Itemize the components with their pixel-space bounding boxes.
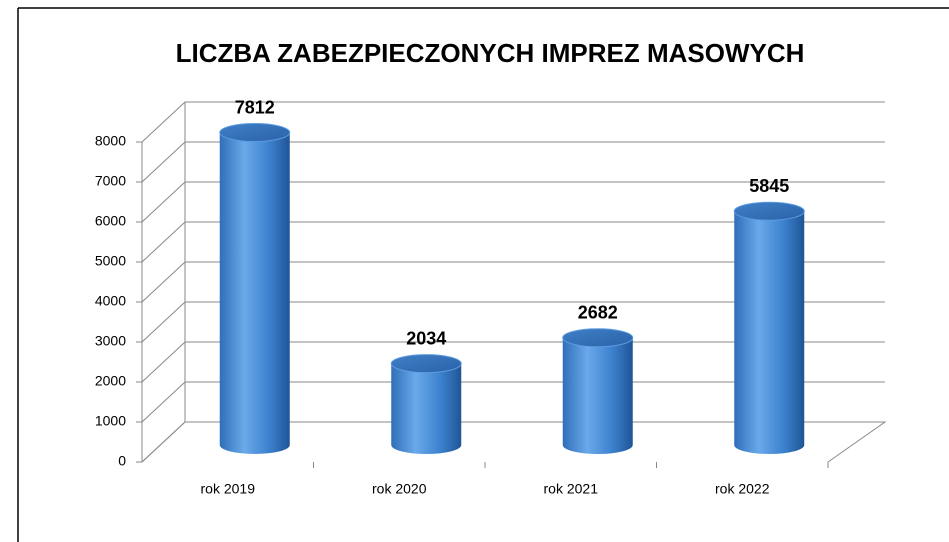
y-tick-label: 0	[118, 453, 126, 469]
grid-line	[141, 421, 885, 463]
y-tick-label: 6000	[95, 213, 126, 229]
bar-top	[390, 354, 462, 374]
x-tick-label: rok 2022	[715, 481, 770, 497]
value-label: 7812	[235, 97, 275, 117]
bar	[391, 363, 462, 455]
value-label: 2034	[406, 328, 446, 348]
chart-title: LICZBA ZABEZPIECZONYCH IMPREZ MASOWYCH	[176, 38, 805, 68]
x-tick-label: rok 2020	[372, 481, 427, 497]
grid-line	[141, 221, 885, 263]
bar-top	[733, 201, 805, 221]
bar-top	[562, 328, 634, 348]
bar-top	[219, 123, 291, 143]
y-tick-label: 7000	[95, 173, 126, 189]
grid-line	[141, 301, 885, 343]
y-tick-label: 2000	[95, 373, 126, 389]
y-tick-label: 5000	[95, 253, 126, 269]
y-tick-label: 8000	[95, 133, 126, 149]
bar	[562, 337, 633, 455]
bar	[734, 211, 805, 455]
grid-line	[141, 101, 885, 143]
x-tick-label: rok 2019	[201, 481, 256, 497]
grid-line	[141, 381, 885, 423]
y-tick-label: 3000	[95, 333, 126, 349]
value-label: 2682	[578, 302, 618, 322]
bar	[219, 132, 290, 454]
grid-line	[141, 141, 885, 183]
value-label: 5845	[749, 176, 789, 196]
y-tick-label: 1000	[95, 413, 126, 429]
grid-line	[141, 261, 885, 303]
grid-line	[141, 341, 885, 383]
grid-line	[141, 181, 885, 223]
y-tick-label: 4000	[95, 293, 126, 309]
x-tick-label: rok 2021	[544, 481, 599, 497]
